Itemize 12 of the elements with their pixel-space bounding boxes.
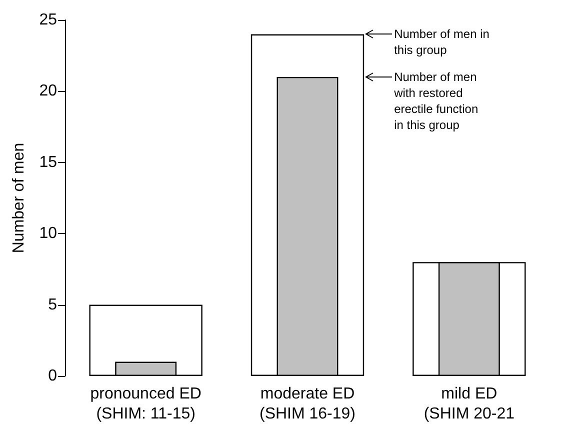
- y-tick-label: 25: [39, 12, 58, 28]
- y-tick-label: 0: [48, 368, 58, 384]
- x-tick-label: pronounced ED (SHIM: 11-15): [90, 386, 202, 422]
- y-tick-label: 20: [39, 82, 58, 100]
- annotation: Number of men with restored erectile function in this group: [394, 68, 480, 133]
- y-tick-label: 15: [39, 154, 58, 171]
- annotation: Number of men in this group: [394, 26, 490, 58]
- x-tick-label: mild ED (SHIM 20-21: [424, 386, 515, 422]
- y-tick-label: 10: [39, 225, 58, 242]
- y-axis-title: Number of men: [10, 142, 28, 254]
- x-tick-label: moderate ED (SHIM 16-19): [259, 386, 356, 422]
- y-tick-label: 5: [48, 296, 58, 314]
